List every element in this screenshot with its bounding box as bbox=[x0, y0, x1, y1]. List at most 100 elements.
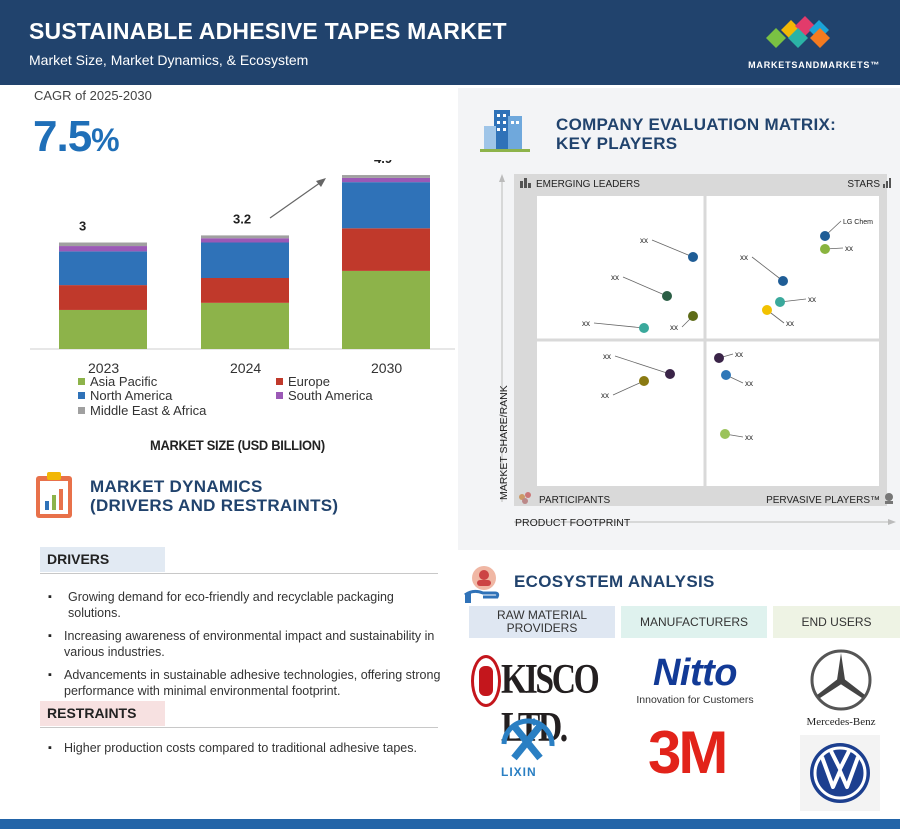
raw-material-providers-heading: RAW MATERIAL PROVIDERS bbox=[469, 606, 615, 638]
category-label: 2030 bbox=[371, 360, 402, 375]
brand-wordmark: MARKETSANDMARKETS™ bbox=[748, 60, 880, 70]
legend-label: Middle East & Africa bbox=[90, 403, 207, 418]
bar-segment-europe-2030 bbox=[342, 228, 430, 271]
legend-swatch bbox=[78, 392, 85, 399]
bar-total-label: 3 bbox=[79, 219, 86, 234]
matrix-point-lg-chem bbox=[820, 231, 830, 241]
header-banner: SUSTAINABLE ADHESIVE TAPES MARKET Market… bbox=[0, 0, 900, 85]
ecosystem-hand-icon bbox=[464, 566, 500, 603]
matrix-point-label: xx bbox=[603, 352, 611, 361]
matrix-point bbox=[762, 305, 772, 315]
market-size-chart: 3 2023 3.2 2024 4.9 2030 bbox=[30, 160, 455, 375]
restraint-item: Higher production costs compared to trad… bbox=[46, 740, 456, 756]
market-dynamics-title-line2: (DRIVERS AND RESTRAINTS) bbox=[90, 496, 339, 515]
category-label: 2024 bbox=[230, 360, 261, 375]
lixin-logo: LIXIN bbox=[494, 716, 564, 782]
matrix-title-line2: KEY PLAYERS bbox=[556, 134, 678, 153]
legend-swatch bbox=[276, 392, 283, 399]
matrix-title-line1: COMPANY EVALUATION MATRIX: bbox=[556, 115, 837, 134]
bar-segment-asia-pacific-2023 bbox=[59, 309, 147, 349]
raw-material-line1: RAW MATERIAL bbox=[496, 608, 587, 622]
cagr-number: 7.5 bbox=[33, 112, 92, 161]
matrix-point bbox=[721, 370, 731, 380]
drivers-heading: DRIVERS bbox=[40, 547, 165, 572]
market-dynamics-title: MARKET DYNAMICS (DRIVERS AND RESTRAINTS) bbox=[90, 477, 338, 515]
legend-europe: Europe bbox=[276, 374, 330, 389]
volkswagen-logo bbox=[800, 735, 880, 811]
x-axis-label: PRODUCT FOOTPRINT bbox=[515, 517, 631, 529]
driver-item: Increasing awareness of environmental im… bbox=[46, 628, 441, 660]
matrix-point bbox=[714, 353, 724, 363]
bar-segment-asia-pacific-2024 bbox=[201, 302, 289, 349]
growth-arrow bbox=[269, 179, 325, 219]
driver-item: Advancements in sustainable adhesive tec… bbox=[46, 667, 441, 699]
lixin-wordmark: LIXIN bbox=[501, 765, 537, 779]
matrix-point bbox=[639, 376, 649, 386]
restraints-heading: RESTRAINTS bbox=[40, 701, 165, 726]
bar-segment-south-america-2023 bbox=[59, 246, 147, 252]
kisco-emblem bbox=[471, 655, 501, 707]
matrix-point-label: xx bbox=[740, 253, 748, 262]
driver-item: Growing demand for eco-friendly and recy… bbox=[46, 589, 441, 621]
volkswagen-emblem-icon bbox=[810, 743, 870, 803]
nitto-tagline: Innovation for Customers bbox=[636, 694, 754, 706]
quadrant-participants: PARTICIPANTS bbox=[539, 495, 610, 506]
bar-segment-south-america-2030 bbox=[342, 177, 430, 183]
y-axis-label: MARKET SHARE/RANK bbox=[498, 385, 510, 500]
matrix-point-label: xx bbox=[735, 350, 743, 359]
matrix-point bbox=[688, 311, 698, 321]
matrix-point-label: xx bbox=[670, 323, 678, 332]
raw-material-line2: PROVIDERS bbox=[506, 621, 578, 635]
legend-middle-east-africa: Middle East & Africa bbox=[78, 403, 206, 418]
legend-south-america: South America bbox=[276, 388, 373, 403]
matrix-point bbox=[778, 276, 788, 286]
brand-logo: MARKETSANDMARKETS™ bbox=[730, 16, 880, 72]
bar-total-label: 3.2 bbox=[233, 211, 251, 226]
category-label: 2023 bbox=[88, 360, 119, 375]
legend-swatch bbox=[78, 407, 85, 414]
matrix-point bbox=[820, 244, 830, 254]
matrix-point-label: xx bbox=[640, 236, 648, 245]
page-title: SUSTAINABLE ADHESIVE TAPES MARKET bbox=[29, 18, 507, 44]
3m-wordmark: 3M bbox=[648, 719, 728, 786]
bar-segment-europe-2023 bbox=[59, 285, 147, 310]
matrix-leader-line bbox=[651, 239, 694, 258]
matrix-point bbox=[688, 252, 698, 262]
end-users-heading: END USERS bbox=[773, 606, 900, 638]
legend-north-america: North America bbox=[78, 388, 172, 403]
clipboard-chart-icon bbox=[36, 472, 72, 518]
legend-swatch bbox=[78, 378, 85, 385]
bar-segment-north-america-2023 bbox=[59, 251, 147, 286]
stars-icon bbox=[883, 178, 891, 188]
bar-total-label: 4.9 bbox=[374, 160, 392, 166]
legend-label: Europe bbox=[288, 374, 330, 389]
growth-arrow-head bbox=[316, 178, 326, 187]
legend-swatch bbox=[276, 378, 283, 385]
bar-segment-south-america-2024 bbox=[201, 238, 289, 243]
mercedes-benz-logo: Mercedes-Benz bbox=[795, 648, 887, 732]
legend-asia-pacific: Asia Pacific bbox=[78, 374, 157, 389]
company-evaluation-matrix: MARKET SHARE/RANK PRODUCT FOOTPRINT EMER… bbox=[498, 174, 896, 529]
matrix-point bbox=[775, 297, 785, 307]
emerging-leaders-icon bbox=[520, 178, 531, 188]
participants-icon bbox=[519, 492, 531, 504]
matrix-point-label: xx bbox=[745, 379, 753, 388]
bar-segment-middle-east-africa-2024 bbox=[201, 235, 289, 239]
cagr-value: 7.5% bbox=[33, 112, 120, 162]
market-dynamics-title-line1: MARKET DYNAMICS bbox=[90, 477, 263, 496]
footer-bar bbox=[0, 819, 900, 829]
mercedes-star-icon bbox=[810, 649, 872, 711]
restraints-list: Higher production costs compared to trad… bbox=[46, 740, 456, 763]
legend-label: South America bbox=[288, 388, 373, 403]
matrix-leader-line bbox=[593, 322, 645, 329]
pervasive-players-icon bbox=[885, 493, 893, 504]
matrix-point-label: xx bbox=[582, 319, 590, 328]
drivers-divider bbox=[40, 573, 438, 574]
legend-label: North America bbox=[90, 388, 173, 403]
quadrant-pervasive-players: PERVASIVE PLAYERS™ bbox=[766, 495, 880, 506]
matrix-point bbox=[665, 369, 675, 379]
bars-group: 3 2023 3.2 2024 4.9 2030 bbox=[59, 160, 430, 375]
matrix-point-label: xx bbox=[611, 273, 619, 282]
quadrant-emerging-leaders: EMERGING LEADERS bbox=[536, 179, 640, 190]
